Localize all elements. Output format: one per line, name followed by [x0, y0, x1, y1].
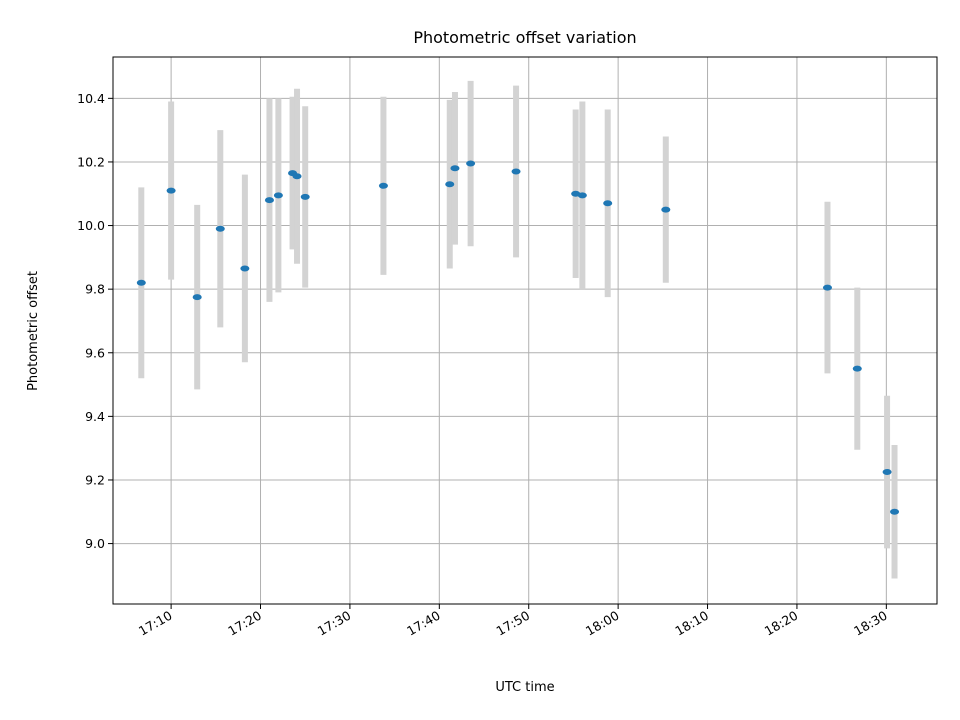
y-tick-label: 9.4 [85, 409, 105, 424]
grid-layer [113, 57, 937, 604]
marker-layer [136, 160, 900, 515]
data-point [166, 187, 176, 194]
data-point [378, 182, 388, 189]
plot-area [113, 57, 937, 604]
data-point [822, 284, 832, 291]
data-point [577, 192, 587, 199]
y-tick-label: 9.6 [85, 345, 105, 360]
y-axis-label: Photometric offset [26, 271, 41, 391]
y-tick-label: 9.0 [85, 536, 105, 551]
data-point [445, 181, 455, 188]
data-point [890, 508, 900, 515]
data-point [300, 193, 310, 200]
data-point [450, 165, 460, 172]
data-point [466, 160, 476, 167]
y-tick-label: 9.2 [85, 472, 105, 487]
data-point [215, 225, 225, 232]
data-point [136, 279, 146, 286]
data-point [292, 173, 302, 180]
plot-frame [112, 56, 938, 605]
data-point [240, 265, 250, 272]
data-point [661, 206, 671, 213]
data-point [264, 197, 274, 204]
data-point [273, 192, 283, 199]
y-tick-label: 9.8 [85, 282, 105, 297]
data-point [192, 294, 202, 301]
data-point [603, 200, 613, 207]
y-tick-label: 10.0 [77, 218, 105, 233]
y-tick-label: 10.4 [77, 91, 105, 106]
data-point [852, 365, 862, 372]
data-point [882, 469, 892, 476]
y-tick-label: 10.2 [77, 154, 105, 169]
x-axis-label: UTC time [495, 680, 554, 695]
data-point [511, 168, 521, 175]
chart-title: Photometric offset variation [413, 28, 636, 47]
